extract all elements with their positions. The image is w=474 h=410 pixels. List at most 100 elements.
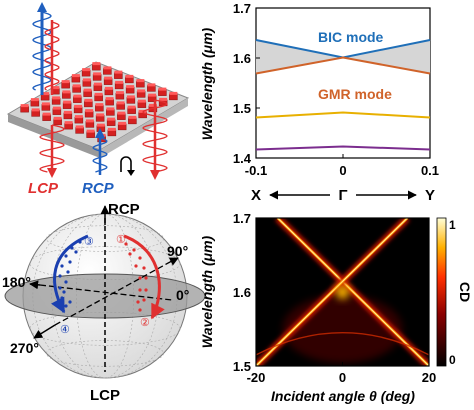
polarization-point-blue (64, 304, 68, 308)
lcp-label: LCP (28, 180, 59, 197)
nanopillar-top (96, 123, 105, 127)
nanopillar-top (84, 98, 93, 102)
nanopillar-top (137, 89, 146, 93)
y-axis-label: Wavelength (μm) (199, 27, 215, 140)
polarization-point-blue (74, 250, 78, 254)
nanopillar-top (115, 80, 124, 84)
cd-weak-band (256, 332, 429, 356)
y-axis-ticks: 1.4 1.5 1.6 1.7 (233, 1, 260, 166)
s2-axis (39, 284, 173, 301)
panel-d-cd-heatmap: 1.5 1.6 1.7 -20 0 20 Wavelength (μm) Inciden… (199, 211, 473, 404)
nanopillar-top (41, 92, 50, 96)
equator-plane (4, 273, 206, 319)
panel-a-schematic: LCP RCP (6, 2, 190, 197)
nanopillar-top (41, 102, 50, 106)
y-tick-label: 1.5 (233, 359, 251, 374)
polarization-point-blue (68, 300, 72, 304)
polarization-point-blue (58, 274, 62, 278)
substrate-slab-side (100, 98, 188, 158)
nanopillar-top (147, 83, 156, 87)
angle-0-label: 0° (176, 287, 189, 303)
incident-blue-helix (32, 2, 52, 95)
nanopillar-top (126, 85, 135, 89)
y-tick-label: 1.6 (233, 285, 251, 300)
nanopillar-top (74, 104, 83, 108)
polarization-point-blue (68, 260, 72, 264)
nanopillar-top (85, 119, 94, 123)
cd-band-core (256, 218, 408, 366)
y-tick-label: 1.7 (233, 211, 251, 226)
cd-background-glow (282, 295, 403, 363)
k-path-gamma: Γ (338, 187, 347, 204)
substrate-slab-front (8, 114, 100, 158)
nanopillar-top (61, 80, 70, 84)
nanopillar-top (117, 111, 126, 115)
polarization-point-red (136, 300, 140, 304)
nanopillar-top (114, 70, 123, 74)
nanopillar-top (83, 88, 92, 92)
nanopillar-top (125, 74, 134, 78)
angle-180-label: 180° (2, 274, 31, 290)
nanopillar-top (85, 109, 94, 113)
nanopillar-top (42, 112, 51, 116)
lcp-pole-label: LCP (90, 387, 120, 404)
k-path-y: Y (425, 187, 435, 204)
nanopillar-top (148, 103, 157, 107)
polarization-point-red (138, 288, 142, 292)
rcp-beam (92, 128, 108, 175)
nanopillar-top (104, 76, 113, 80)
k-path-x: X (251, 187, 261, 204)
cd-bands (256, 218, 429, 366)
nanopillar-top (30, 98, 39, 102)
nanopillar-top (159, 97, 168, 101)
s1-axis-down (33, 324, 56, 339)
nanopillar-top (92, 62, 101, 66)
nanopillar-top (107, 117, 116, 121)
handedness-arrow (127, 170, 135, 176)
nanopillar-top (96, 113, 105, 117)
x-tick-label: 0.1 (421, 163, 439, 178)
y-tick-label: 1.4 (233, 151, 252, 166)
panel-c-poincare-sphere: ① ② ③ ④ RCP LCP 90° 0° 180° 270° (2, 201, 206, 404)
cd-crossing-glow (335, 285, 350, 299)
latitude-ring (29, 311, 181, 346)
x-axis-ticks: -20 0 20 (247, 362, 436, 385)
polarization-point-red (144, 288, 148, 292)
marker-1: ① (116, 234, 126, 246)
x-axis-ticks: -0.1 0 0.1 (245, 154, 439, 178)
nanopillar-top (118, 121, 127, 125)
nanopillar-top (62, 90, 71, 94)
band-yellow-line (255, 111, 431, 119)
marker-4: ④ (60, 324, 70, 336)
nanopillar-top (106, 107, 115, 111)
panel-b-band-diagram: 1.41.51.61.7 -0.1 0 0.1 BIC mode GMR mode … (199, 1, 439, 204)
s1-axis-end (168, 257, 179, 266)
incident-red-helix (44, 20, 60, 95)
polarization-point-blue (58, 286, 62, 290)
nanopillar-top (82, 68, 91, 72)
x-tick-label: 20 (422, 370, 436, 385)
nanopillar-top (52, 96, 61, 100)
marker-2: ② (140, 317, 150, 329)
nanopillar-top (82, 78, 91, 82)
polarization-point-blue (60, 264, 64, 268)
nanopillar-top (158, 87, 167, 91)
nanopillar-top (75, 125, 84, 129)
polarization-point-red (138, 256, 142, 260)
polarization-point-red (142, 298, 146, 302)
nanopillar-top (53, 116, 62, 120)
polarization-point-blue (62, 290, 66, 294)
red-trajectory (123, 234, 165, 320)
colorbar (436, 217, 447, 367)
rcp-label: RCP (82, 180, 115, 197)
polarization-point-blue (64, 254, 68, 258)
x-tick-label: 0 (339, 163, 346, 178)
nanopillar-top (52, 106, 61, 110)
gmr-mode-line (255, 56, 431, 75)
x-tick-label: -0.1 (245, 163, 267, 178)
y-tick-label: 1.7 (233, 1, 251, 16)
nanopillar-top (128, 115, 137, 119)
nanopillar-top (105, 97, 114, 101)
y-tick-label: 1.6 (233, 51, 251, 66)
colorbar-tick-label: 1 (449, 218, 456, 232)
